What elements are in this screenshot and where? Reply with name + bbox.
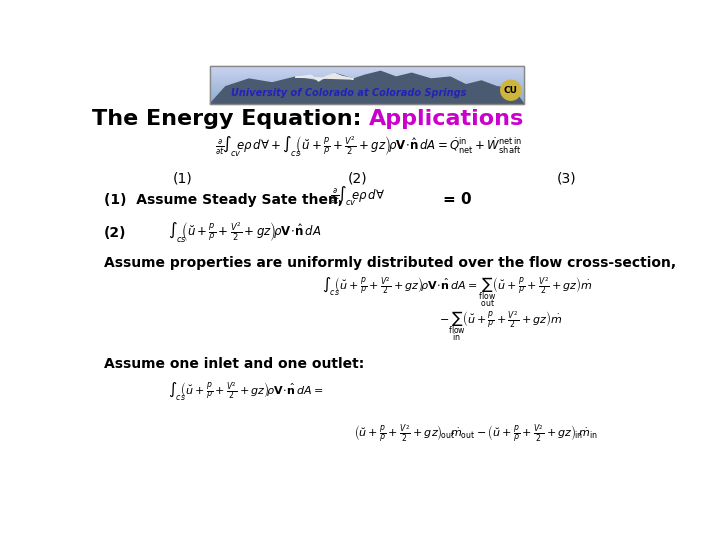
- Bar: [210, 99, 524, 100]
- Text: $\int_{cs}\!\!\left(\breve{u}+\frac{p}{\rho}+\frac{V^2}{2}+gz\right)\!\rho\mathb: $\int_{cs}\!\!\left(\breve{u}+\frac{p}{\…: [168, 220, 321, 245]
- Bar: [210, 102, 524, 103]
- Text: Applications: Applications: [369, 109, 524, 129]
- Bar: [210, 86, 524, 87]
- Bar: [210, 93, 524, 94]
- Bar: [210, 95, 524, 96]
- Bar: [210, 65, 524, 104]
- Bar: [210, 97, 524, 98]
- Polygon shape: [295, 73, 354, 81]
- Bar: [210, 85, 524, 86]
- Text: (1): (1): [173, 172, 193, 186]
- Bar: [210, 92, 524, 93]
- Polygon shape: [210, 71, 524, 104]
- Bar: [210, 96, 524, 97]
- Bar: [210, 88, 524, 89]
- Bar: [210, 72, 524, 73]
- Text: $\frac{\partial}{\partial t}\!\int_{cv}\!\! e\rho\, d\forall$: $\frac{\partial}{\partial t}\!\int_{cv}\…: [330, 184, 385, 207]
- Text: $\int_{cs}\!\!\left(\breve{u}+\frac{p}{\rho}+\frac{V^2}{2}+gz\right)\!\rho\mathb: $\int_{cs}\!\!\left(\breve{u}+\frac{p}{\…: [323, 275, 593, 308]
- Bar: [210, 100, 524, 101]
- Bar: [210, 74, 524, 75]
- Bar: [210, 98, 524, 99]
- Bar: [210, 90, 524, 91]
- Text: $\int_{cs}\!\!\left(\breve{u}+\frac{p}{\rho}+\frac{V^2}{2}+gz\right)\!\rho\mathb: $\int_{cs}\!\!\left(\breve{u}+\frac{p}{\…: [168, 381, 323, 403]
- Bar: [210, 79, 524, 80]
- Bar: [210, 94, 524, 95]
- Text: University of Colorado at Colorado Springs: University of Colorado at Colorado Sprin…: [230, 88, 466, 98]
- Bar: [210, 87, 524, 88]
- Text: Assume one inlet and one outlet:: Assume one inlet and one outlet:: [104, 356, 364, 370]
- Text: Assume properties are uniformly distributed over the flow cross-section,: Assume properties are uniformly distribu…: [104, 256, 676, 269]
- Circle shape: [500, 80, 521, 100]
- Text: (3): (3): [557, 172, 577, 186]
- Bar: [210, 73, 524, 74]
- Bar: [210, 75, 524, 76]
- Bar: [210, 89, 524, 90]
- Text: (2): (2): [348, 172, 367, 186]
- Text: (1)  Assume Steady Sate then,: (1) Assume Steady Sate then,: [104, 193, 343, 206]
- Text: $\left(\breve{u}+\frac{p}{\rho}+\frac{V^2}{2}+gz\right)_{\!\mathrm{out}}\!\!\dot: $\left(\breve{u}+\frac{p}{\rho}+\frac{V^…: [354, 424, 597, 445]
- Bar: [210, 83, 524, 84]
- Bar: [210, 91, 524, 92]
- Bar: [210, 101, 524, 102]
- Bar: [210, 81, 524, 82]
- Text: = 0: = 0: [443, 192, 472, 207]
- Bar: [210, 76, 524, 77]
- Bar: [210, 71, 524, 72]
- Bar: [210, 68, 524, 69]
- Text: $\frac{\partial}{\partial t}\!\int_{cv}\!\! e\rho\, d\forall + \int_{cs}\!\!\lef: $\frac{\partial}{\partial t}\!\int_{cv}\…: [215, 135, 523, 159]
- Text: The Energy Equation:: The Energy Equation:: [91, 109, 369, 129]
- Bar: [210, 67, 524, 68]
- Bar: [210, 84, 524, 85]
- Bar: [210, 65, 524, 66]
- Bar: [210, 78, 524, 79]
- Bar: [210, 69, 524, 70]
- Text: (2): (2): [104, 226, 127, 240]
- Bar: [210, 82, 524, 83]
- Text: CU: CU: [504, 86, 518, 94]
- Bar: [210, 103, 524, 104]
- Bar: [210, 77, 524, 78]
- Bar: [210, 66, 524, 67]
- Bar: [210, 80, 524, 81]
- Text: $-\sum_{\substack{\mathrm{flow}\\\mathrm{in}}}\!\left(\breve{u}+\frac{p}{\rho}+\: $-\sum_{\substack{\mathrm{flow}\\\mathrm…: [438, 310, 562, 343]
- Bar: [210, 70, 524, 71]
